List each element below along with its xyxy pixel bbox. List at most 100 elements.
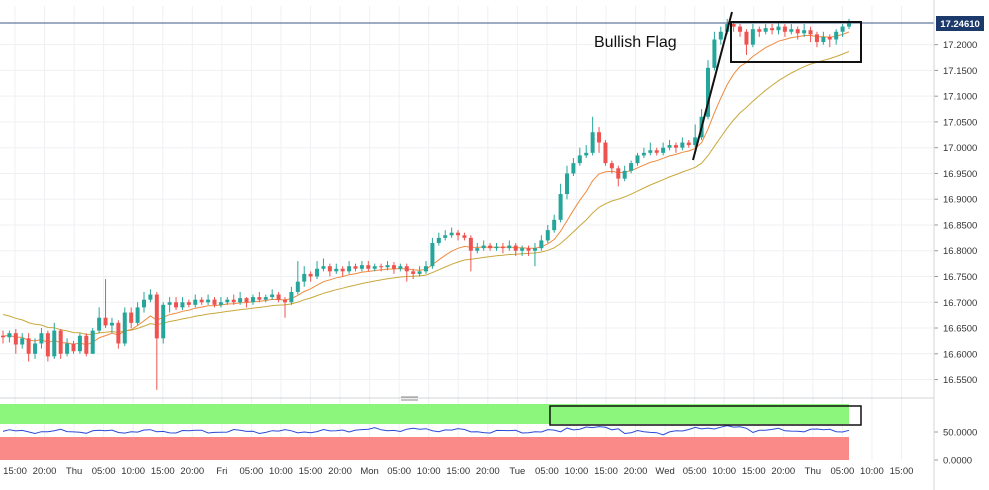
time-tick-label: Wed — [655, 466, 674, 477]
price-tick-label: 16.8500 — [943, 220, 977, 231]
last-price-label: 17.24610 — [940, 19, 980, 30]
last-price-badge: 17.24610 — [936, 16, 984, 31]
candle — [712, 31, 717, 71]
candle — [116, 320, 121, 349]
candle — [186, 299, 191, 308]
candle — [629, 160, 634, 174]
candle — [782, 24, 787, 37]
candle — [597, 127, 602, 153]
candle — [622, 165, 627, 182]
candle — [45, 330, 50, 362]
time-tick-label: Mon — [360, 466, 378, 477]
time-axis: 15:00 20:00 Thu 05:00 10:00 15:00 20:00 Fri 05:0… — [3, 466, 913, 477]
time-tick-label: 15:00 — [890, 466, 914, 477]
candle — [718, 26, 723, 45]
candle — [39, 328, 44, 349]
candle — [571, 157, 576, 177]
time-tick-label: 15:00 — [446, 466, 470, 477]
time-tick-label: Fri — [216, 466, 227, 477]
candle — [334, 263, 339, 274]
candle — [250, 294, 255, 305]
candle — [238, 291, 243, 305]
time-tick-label: 10:00 — [860, 466, 884, 477]
candle — [385, 261, 390, 271]
time-tick-label: 15:00 — [742, 466, 766, 477]
candle — [276, 291, 281, 303]
candle — [686, 139, 691, 148]
indicator-panel: 50.0000 0.0000 — [0, 404, 977, 467]
candle — [174, 297, 179, 310]
candle — [468, 235, 473, 272]
price-tick-label: 16.5500 — [943, 375, 977, 386]
candle — [411, 268, 416, 280]
moving-average-slow — [2, 50, 850, 336]
candle — [97, 307, 102, 334]
candle — [520, 245, 525, 256]
candle — [218, 297, 223, 308]
candle — [308, 271, 313, 282]
candle — [244, 297, 249, 308]
panel-divider — [0, 396, 934, 401]
candle — [33, 338, 38, 359]
time-tick-label: 15:00 — [3, 466, 27, 477]
time-tick-label: 15:00 — [299, 466, 323, 477]
time-tick-label: 20:00 — [476, 466, 500, 477]
indicator-tick-label: 50.0000 — [943, 428, 977, 439]
candle — [481, 240, 486, 251]
candle — [430, 237, 435, 269]
candle — [526, 245, 531, 256]
price-tick-label: 17.0000 — [943, 143, 977, 154]
candle — [424, 261, 428, 274]
candle — [225, 297, 230, 305]
candle — [270, 289, 275, 300]
candle — [1, 330, 5, 344]
indicator-highlight-box — [549, 405, 862, 426]
candle — [206, 294, 211, 305]
candle — [321, 258, 326, 272]
price-tick-label: 16.8000 — [943, 246, 977, 257]
candle — [26, 333, 31, 362]
candle — [289, 286, 294, 305]
candle — [584, 145, 589, 158]
candle — [706, 60, 710, 120]
candle — [744, 29, 749, 55]
candle — [513, 243, 518, 256]
candle — [379, 263, 384, 272]
time-tick-label: 10:00 — [417, 466, 441, 477]
candle — [84, 333, 89, 357]
candle — [20, 333, 25, 349]
time-tick-label: 05:00 — [535, 466, 559, 477]
candle — [552, 214, 557, 233]
candle — [654, 147, 659, 156]
candle — [821, 31, 826, 45]
price-axis: 17.2000 17.1500 17.1000 17.0500 17.0000 16.95… — [934, 40, 977, 386]
candle — [603, 139, 608, 166]
price-grid — [0, 6, 933, 460]
time-tick-label: Thu — [805, 466, 821, 477]
candle — [507, 240, 512, 251]
candle — [436, 232, 441, 246]
time-tick-label: 05:00 — [92, 466, 116, 477]
time-tick-label: Tue — [509, 466, 525, 477]
oscillator-line — [2, 425, 850, 436]
candle — [372, 263, 377, 272]
candle — [827, 34, 832, 48]
candle — [738, 24, 743, 37]
candle — [500, 243, 505, 254]
candle — [359, 261, 364, 272]
candle — [148, 289, 153, 303]
candle — [462, 232, 467, 241]
candle — [199, 297, 204, 305]
candle — [641, 147, 646, 158]
candle — [366, 261, 371, 272]
candle — [7, 330, 12, 343]
candle — [404, 263, 409, 282]
price-tick-label: 17.0500 — [943, 117, 977, 128]
time-tick-label: 10:00 — [121, 466, 145, 477]
price-tick-label: 16.7500 — [943, 272, 977, 283]
time-tick-label: 05:00 — [240, 466, 264, 477]
price-tick-label: 16.9000 — [943, 195, 977, 206]
candle — [52, 322, 57, 359]
time-tick-label: 15:00 — [594, 466, 618, 477]
candle — [635, 152, 640, 166]
